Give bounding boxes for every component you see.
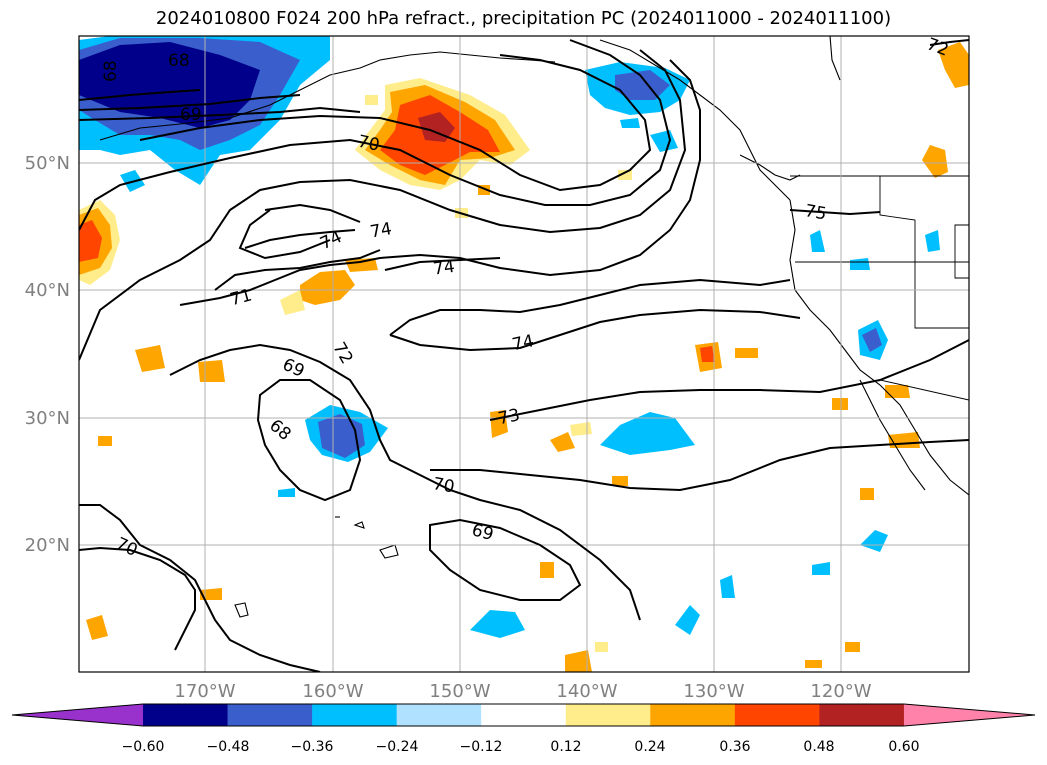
colorbar-bin [312,704,398,726]
coastlines [99,36,969,618]
colorbar-bin [565,704,651,726]
colorbar-tick-label: −0.48 [207,739,250,755]
colorbar-tick-label: −0.60 [122,739,165,755]
colorbar-tick-label: 0.12 [550,739,581,755]
lon-label-150w: 150°W [429,681,490,702]
colorbar-bin [650,704,736,726]
contour-label: 69 [180,105,202,125]
map-frame [78,35,970,673]
contour-label: 73 [496,405,521,429]
contour-label: 70 [356,132,381,156]
lon-label-140w: 140°W [556,681,617,702]
contour-label: 74 [510,331,535,355]
lon-label-130w: 130°W [683,681,744,702]
colorbar-tick-label: 0.36 [719,739,750,755]
lat-label-50n: 50°N [25,153,70,174]
colorbar-bin [481,704,567,726]
colorbar-tick-label: 0.24 [634,739,665,755]
colorbar [11,703,1036,727]
lon-label-170w: 170°W [174,681,235,702]
lat-label-30n: 30°N [25,408,70,429]
contour-label: 74 [432,257,456,280]
colorbar-tick-label: −0.12 [460,739,503,755]
latitude-labels: 50°N 40°N 30°N 20°N [25,153,70,556]
colorbar-extend-low [12,704,143,726]
borders [790,175,969,401]
colorbar-tick-label: −0.36 [291,739,334,755]
contour-label: 68 [168,51,190,71]
colorbar-tick-labels: −0.60 −0.48 −0.36 −0.24 −0.12 0.12 0.24 … [122,739,920,755]
contour-label: 74 [369,219,394,242]
contour-label: 75 [803,201,828,224]
colorbar-tick-label: 0.60 [888,739,919,755]
lat-label-40n: 40°N [25,280,70,301]
colorbar-outline [11,703,1036,727]
colorbar-tick-label: 0.48 [803,739,834,755]
colorbar-bin [396,704,482,726]
lon-label-160w: 160°W [302,681,363,702]
longitude-labels: 170°W 160°W 150°W 140°W 130°W 120°W [174,681,871,702]
colorbar-bin [734,704,820,726]
colorbar-bin [819,704,905,726]
colorbar-extend-high [903,704,1035,726]
colorbar-bin [227,704,313,726]
map-title: 2024010800 F024 200 hPa refract., precip… [155,8,892,29]
refractivity-contours [79,39,969,672]
negative-precip-shading [79,36,940,638]
gridlines [79,36,969,672]
lat-label-20n: 20°N [25,535,70,556]
colorbar-bin [143,704,229,726]
colorbar-tick-label: −0.24 [376,739,419,755]
contour-label: 70 [431,474,456,497]
contour-label: 68 [101,60,121,82]
lon-label-120w: 120°W [810,681,871,702]
